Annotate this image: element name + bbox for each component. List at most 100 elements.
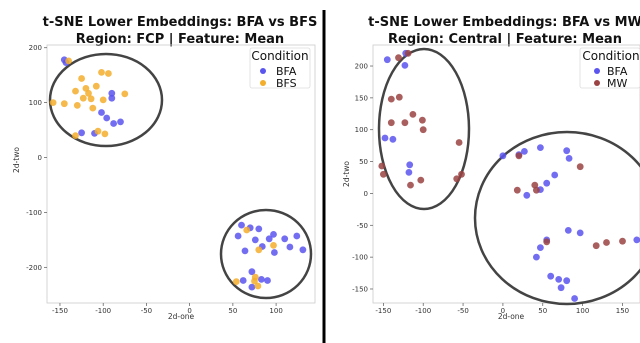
data-point-bfa: [565, 155, 573, 162]
x-tick-label: 100: [269, 307, 282, 315]
data-point-bfa: [281, 235, 289, 243]
y-tick-label: 200: [29, 44, 42, 52]
y-tick-label: 50: [359, 158, 368, 166]
data-point-bfs: [65, 57, 72, 65]
data-point-bfa: [98, 109, 105, 116]
data-point-bfa: [576, 229, 584, 237]
data-point-bfa: [521, 148, 528, 155]
data-point-mw: [455, 139, 463, 146]
data-point-mw: [407, 181, 414, 189]
data-point-bfa: [251, 236, 259, 244]
data-point-mw: [417, 176, 425, 184]
data-point-bfs: [98, 69, 105, 76]
data-point-mw: [409, 111, 417, 118]
y-tick-label: -100: [352, 254, 368, 262]
legend-label-mw: MW: [607, 77, 627, 90]
data-point-bfa: [499, 152, 507, 160]
chart-right-xlabel: 2d-one: [498, 312, 525, 321]
data-point-bfa: [108, 89, 116, 97]
data-point-bfa: [248, 268, 256, 276]
data-point-bfa: [406, 161, 414, 169]
data-point-mw: [515, 152, 523, 160]
data-point-bfa: [255, 225, 263, 233]
data-point-bfa: [264, 277, 271, 284]
data-point-bfs: [254, 282, 262, 290]
data-point-bfs: [105, 70, 112, 77]
x-tick-label: 150: [616, 307, 629, 315]
x-tick-label: -50: [457, 307, 468, 315]
y-tick-label: -100: [26, 209, 42, 217]
chart-right-ellipses: [377, 47, 640, 306]
data-point-bfa: [537, 244, 544, 252]
data-point-bfa: [381, 134, 389, 142]
data-point-bfa: [271, 249, 278, 256]
y-tick-label: 0: [364, 190, 368, 198]
x-tick-label: -50: [141, 307, 152, 315]
chart-left-ellipses: [48, 52, 313, 300]
chart-right-plot-area: [372, 44, 640, 304]
chart-left-title: t-SNE Lower Embeddings: BFA vs BFS: [43, 15, 318, 30]
x-tick-label: -100: [95, 307, 111, 315]
data-point-mw: [419, 116, 426, 124]
data-point-bfa: [389, 135, 397, 143]
data-point-bfs: [60, 100, 68, 108]
chart-left-subtitle: Region: FCP | Feature: Mean: [76, 32, 284, 47]
data-point-bfs: [78, 75, 85, 82]
x-tick-label: -100: [415, 307, 431, 315]
data-point-bfs: [85, 89, 92, 97]
y-tick-label: 150: [355, 94, 368, 102]
chart-right-ylabel: 2d-two: [342, 161, 351, 187]
chart-left-plot-area: [46, 44, 316, 304]
y-tick-label: -50: [357, 222, 368, 230]
data-point-mw: [458, 170, 465, 178]
data-point-mw: [395, 54, 402, 62]
data-point-bfa: [78, 129, 85, 137]
data-point-bfs: [87, 95, 95, 103]
y-tick-label: 100: [355, 126, 368, 134]
x-tick-label: -150: [375, 307, 391, 315]
y-tick-label: -200: [26, 264, 42, 272]
legend-title: Condition: [251, 49, 308, 63]
data-point-bfa: [405, 169, 413, 176]
x-tick-label: 100: [576, 307, 589, 315]
data-point-mw: [576, 163, 584, 171]
data-point-mw: [619, 237, 626, 245]
data-point-mw: [378, 162, 386, 170]
data-point-mw: [404, 49, 412, 57]
data-point-mw: [401, 119, 409, 127]
legend-marker-bfs: [260, 80, 266, 86]
data-point-bfs: [79, 94, 87, 102]
legend-marker-mw: [594, 80, 600, 86]
legend-label-bfa: BFA: [276, 65, 297, 78]
data-point-bfa: [286, 243, 294, 251]
data-point-bfs: [270, 242, 277, 249]
data-point-mw: [453, 175, 461, 183]
data-point-bfa: [110, 120, 117, 127]
data-point-bfa: [563, 277, 571, 285]
data-point-bfs: [73, 102, 81, 109]
y-tick-label: 200: [355, 63, 368, 71]
legend-box: [249, 47, 311, 89]
data-point-bfs: [94, 127, 102, 135]
data-point-bfa: [299, 246, 307, 254]
data-point-bfa: [103, 114, 111, 122]
data-point-bfs: [232, 278, 240, 285]
chart-right: t-SNE Lower Embeddings: BFA vs MW Region…: [342, 15, 640, 321]
data-point-bfa: [270, 231, 277, 238]
data-point-mw: [419, 126, 427, 134]
legend-box: [579, 47, 640, 89]
data-point-bfa: [108, 94, 116, 102]
chart-right-points: [378, 49, 640, 302]
chart-left-xlabel: 2d-one: [168, 312, 195, 321]
x-tick-label: -150: [52, 307, 68, 315]
legend-marker-bfa: [594, 68, 600, 74]
data-point-mw: [387, 95, 395, 103]
x-tick-label: 50: [538, 307, 547, 315]
data-point-mw: [592, 242, 600, 250]
data-point-bfa: [571, 295, 578, 302]
data-point-bfs: [243, 226, 251, 234]
y-tick-label: 0: [38, 154, 42, 162]
data-point-bfa: [547, 272, 555, 280]
data-point-bfs: [99, 96, 107, 104]
